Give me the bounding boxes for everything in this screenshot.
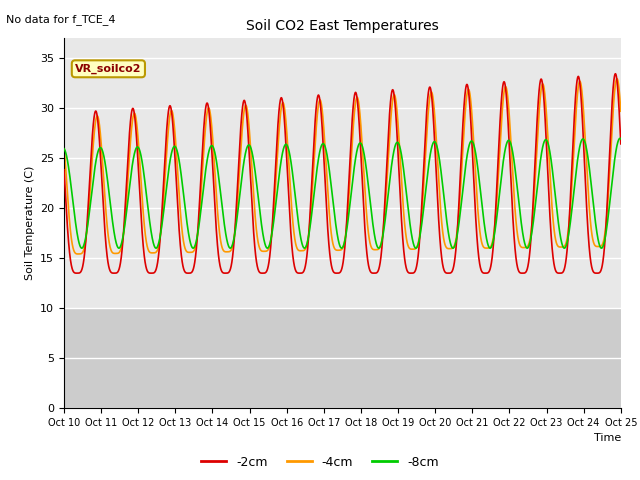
X-axis label: Time: Time bbox=[593, 433, 621, 443]
-2cm bbox=[74, 270, 81, 276]
-4cm bbox=[594, 244, 602, 250]
-2cm bbox=[483, 270, 491, 276]
-2cm bbox=[467, 123, 475, 129]
-8cm bbox=[60, 146, 68, 152]
-2cm bbox=[60, 167, 68, 173]
Title: Soil CO2 East Temperatures: Soil CO2 East Temperatures bbox=[246, 19, 439, 33]
Text: VR_soilco2: VR_soilco2 bbox=[75, 64, 141, 74]
-4cm bbox=[483, 245, 491, 251]
-4cm bbox=[613, 76, 621, 82]
Line: -2cm: -2cm bbox=[64, 74, 621, 273]
Text: No data for f_TCE_4: No data for f_TCE_4 bbox=[6, 14, 116, 25]
-4cm bbox=[324, 186, 332, 192]
Line: -8cm: -8cm bbox=[64, 138, 621, 248]
-2cm bbox=[617, 141, 625, 147]
-8cm bbox=[617, 136, 625, 142]
-4cm bbox=[250, 187, 257, 193]
-8cm bbox=[594, 233, 602, 239]
-4cm bbox=[467, 101, 475, 107]
-8cm bbox=[616, 135, 624, 141]
-2cm bbox=[594, 270, 602, 276]
-4cm bbox=[617, 108, 625, 114]
-8cm bbox=[467, 138, 475, 144]
-8cm bbox=[587, 176, 595, 181]
-2cm bbox=[324, 224, 332, 229]
-8cm bbox=[483, 237, 491, 243]
-4cm bbox=[74, 251, 82, 257]
Y-axis label: Soil Temperature (C): Soil Temperature (C) bbox=[24, 166, 35, 280]
Bar bbox=[64, 308, 621, 408]
-8cm bbox=[324, 155, 332, 161]
-8cm bbox=[78, 245, 86, 251]
-2cm bbox=[612, 71, 620, 77]
-4cm bbox=[587, 220, 595, 226]
-8cm bbox=[250, 156, 257, 162]
-4cm bbox=[60, 142, 68, 148]
-2cm bbox=[587, 257, 595, 263]
Line: -4cm: -4cm bbox=[64, 79, 621, 254]
Legend: -2cm, -4cm, -8cm: -2cm, -4cm, -8cm bbox=[196, 451, 444, 474]
-2cm bbox=[250, 224, 257, 229]
